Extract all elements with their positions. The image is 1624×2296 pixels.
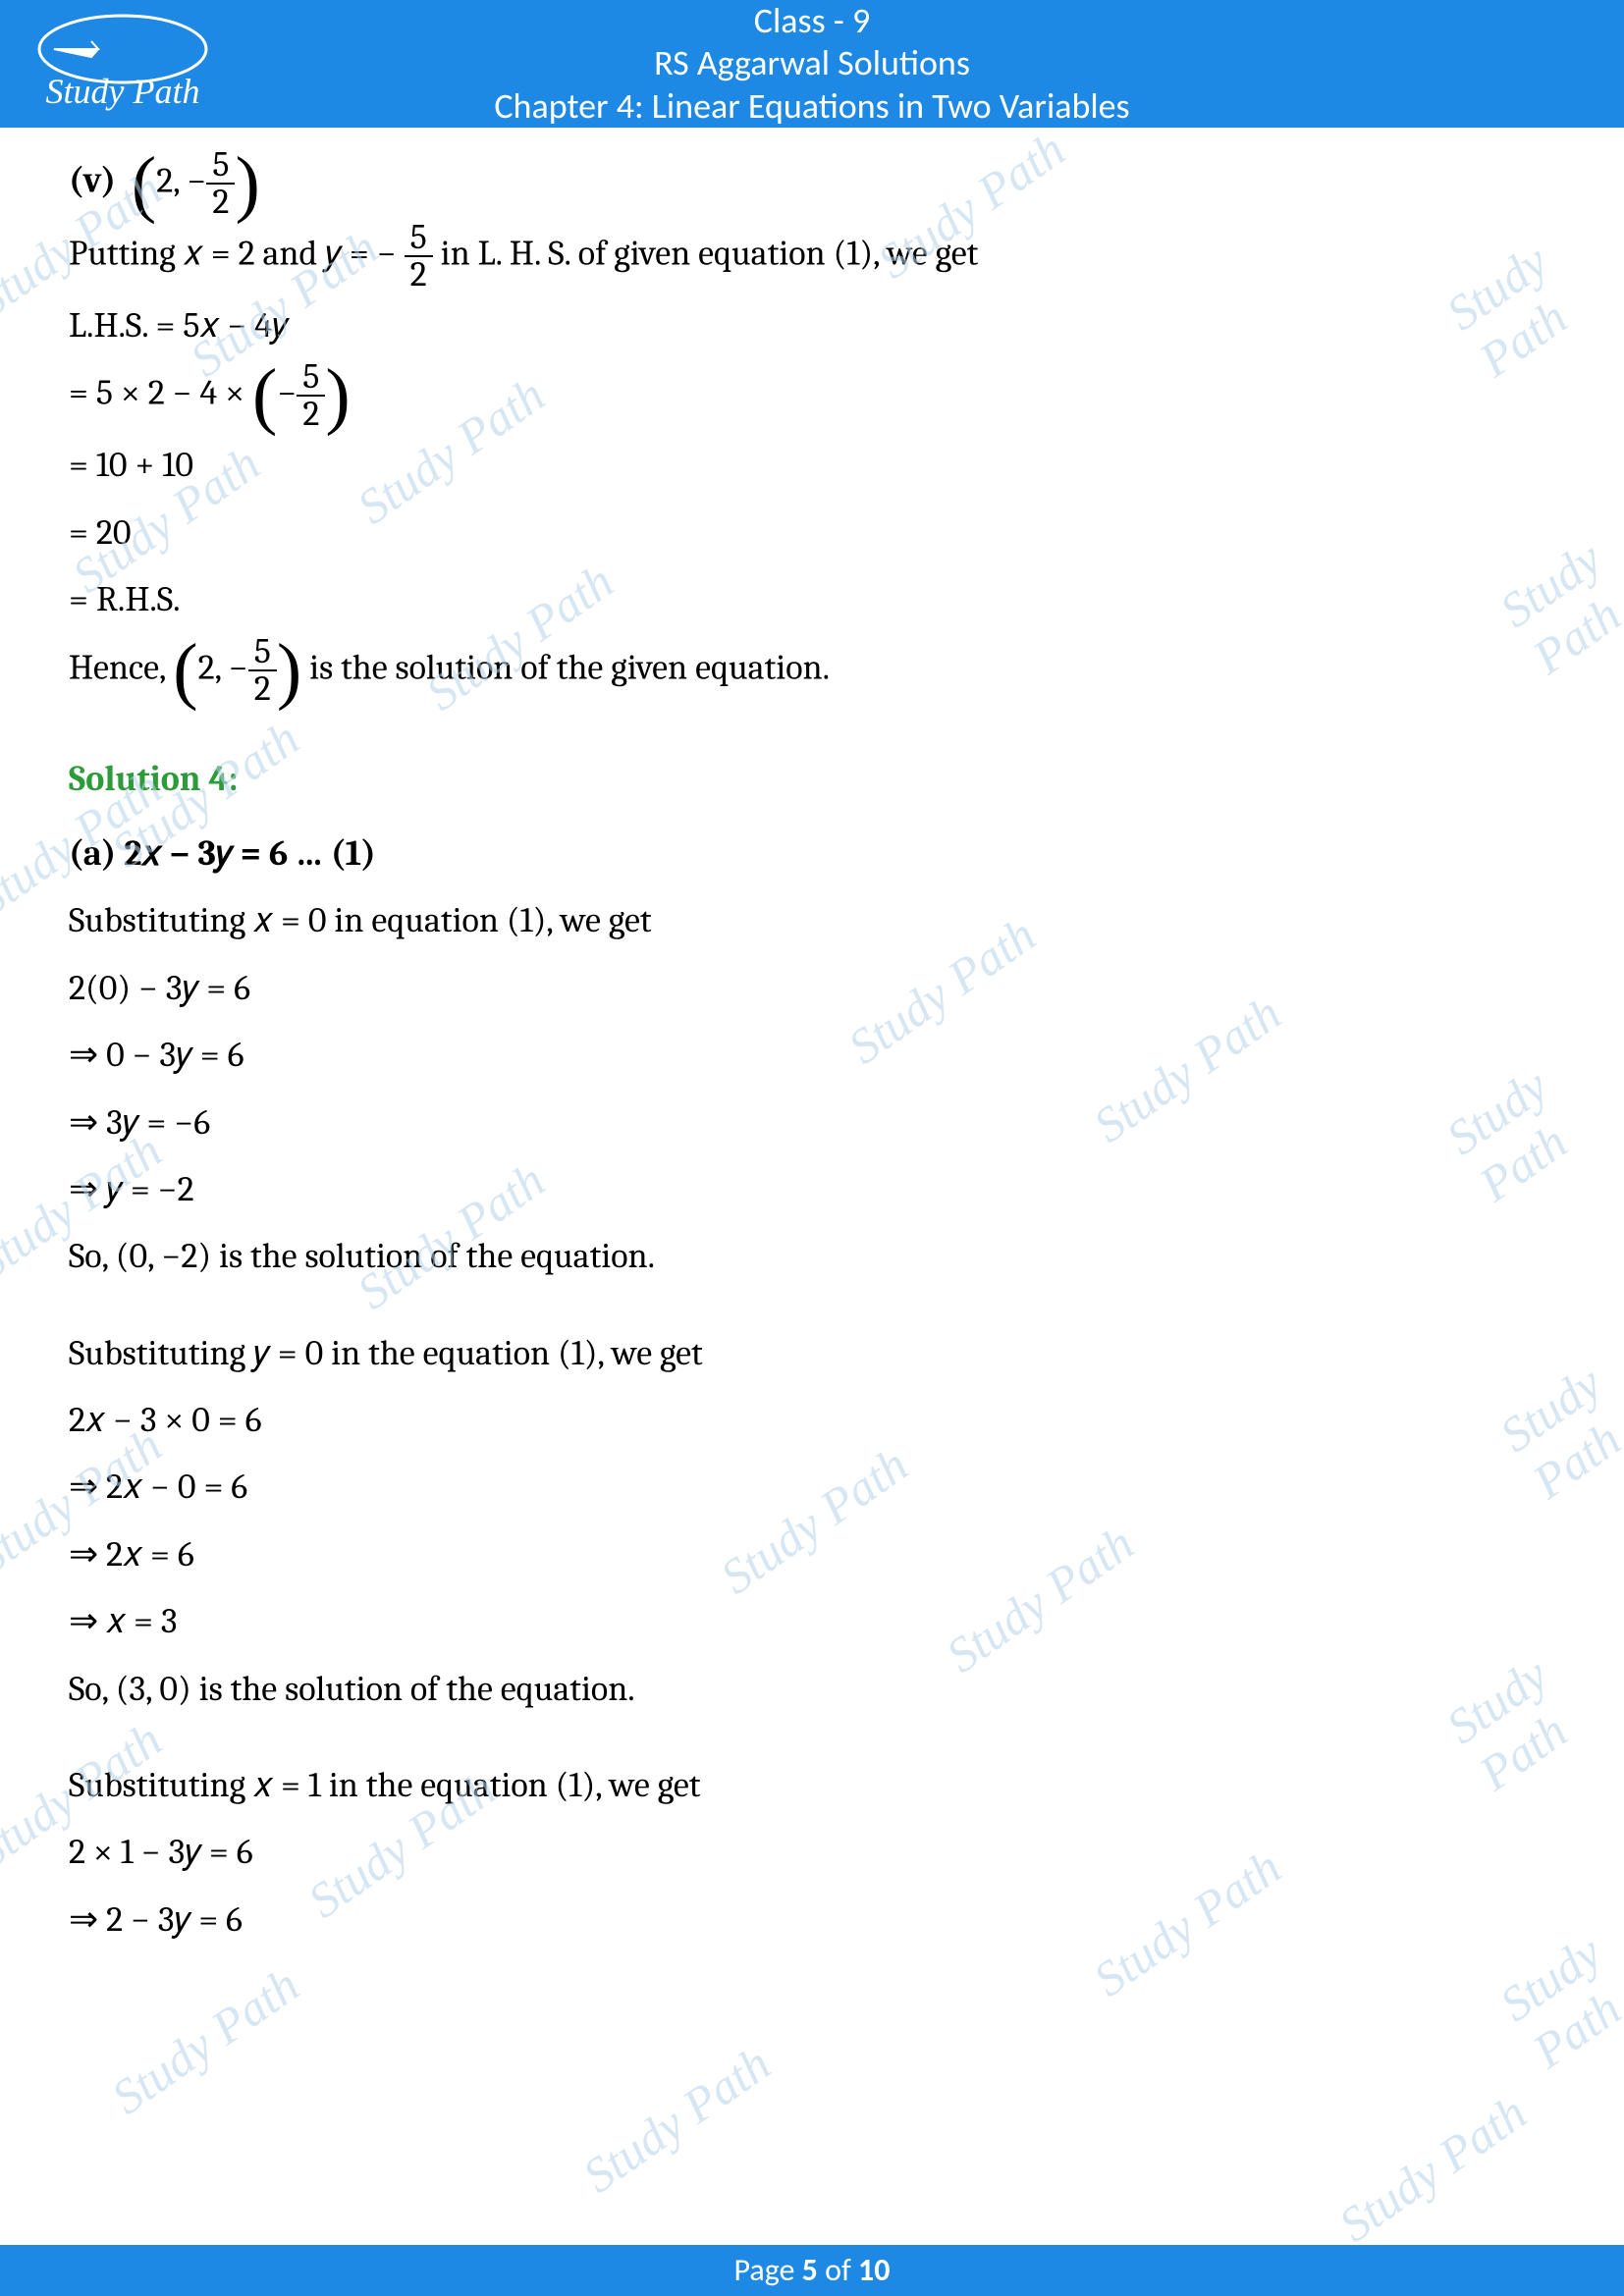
hence-prefix: Hence, <box>69 647 165 687</box>
point-a-2: 2, − <box>198 647 248 687</box>
s4a-sub3: Substituting 𝑥 = 1 in the equation (1), … <box>69 1752 1555 1819</box>
header-line-2: RS Aggarwal Solutions <box>0 42 1624 84</box>
item-v-label: (v) <box>69 160 116 200</box>
s4a-sub2: Substituting 𝑦 = 0 in the equation (1), … <box>69 1320 1555 1387</box>
item-v-point: (v) (2, −52) <box>69 147 1555 220</box>
studypath-logo: Study Path <box>25 10 221 118</box>
s4a-n1: 2 × 1 − 3𝑦 = 6 <box>69 1819 1555 1886</box>
close-paren-2: ) <box>325 354 350 437</box>
step-4: = R.H.S. <box>69 566 1555 633</box>
header-line-1: Class - 9 <box>0 0 1624 42</box>
s4a-l3: ⇒ 3𝑦 = −6 <box>69 1090 1555 1156</box>
step-1: = 5 × 2 − 4 × (−52) <box>69 359 1555 432</box>
step-2: = 10 + 10 <box>69 432 1555 499</box>
watermark: Study Path <box>101 1956 309 2126</box>
s4a-so1: So, (0, −2) is the solution of the equat… <box>69 1223 1555 1290</box>
open-paren-2: ( <box>252 354 277 437</box>
s4a-l1: 2(0) − 3𝑦 = 6 <box>69 955 1555 1022</box>
s4a-m3: ⇒ 2𝑥 = 6 <box>69 1522 1555 1588</box>
page-content: (v) (2, −52) Putting 𝑥 = 2 and 𝑦 = − 52 … <box>0 128 1624 1953</box>
footer-middle: of <box>818 2251 858 2289</box>
putting-prefix: Putting 𝑥 = 2 and 𝑦 = − <box>69 233 397 273</box>
close-paren: ) <box>235 142 259 225</box>
header-line-3: Chapter 4: Linear Equations in Two Varia… <box>0 85 1624 128</box>
open-paren-3: ( <box>173 629 197 712</box>
s4a-n2: ⇒ 2 − 3𝑦 = 6 <box>69 1887 1555 1953</box>
svg-text:Study Path: Study Path <box>46 72 200 111</box>
fraction-5-2: 52 <box>206 147 235 220</box>
putting-suffix: in L. H. S. of given equation (1), we ge… <box>441 233 979 273</box>
fraction-5-2-c: 52 <box>297 359 325 432</box>
page-header: Study Path Class - 9 RS Aggarwal Solutio… <box>0 0 1624 128</box>
putting-line: Putting 𝑥 = 2 and 𝑦 = − 52 in L. H. S. o… <box>69 220 1555 293</box>
hence-suffix: is the solution of the given equation. <box>309 647 830 687</box>
close-paren-3: ) <box>277 629 301 712</box>
page-footer: Page 5 of 10 <box>0 2245 1624 2296</box>
lhs-line: L.H.S. = 5𝑥 − 4𝑦 <box>69 293 1555 359</box>
s4a-m2: ⇒ 2𝑥 − 0 = 6 <box>69 1454 1555 1521</box>
open-paren: ( <box>132 142 156 225</box>
fraction-5-2-d: 52 <box>248 634 277 707</box>
watermark: Study Path <box>1328 2084 1537 2254</box>
hence-line: Hence, (2, −52) is the solution of the g… <box>69 634 1555 707</box>
step-3: = 20 <box>69 500 1555 566</box>
footer-prefix: Page <box>734 2251 802 2289</box>
footer-page-num: 5 <box>802 2251 818 2289</box>
step1-prefix: = 5 × 2 − 4 × <box>69 373 244 413</box>
point-a: 2, − <box>156 160 206 200</box>
header-title-block: Class - 9 RS Aggarwal Solutions Chapter … <box>0 0 1624 128</box>
s4a-m1: 2𝑥 − 3 × 0 = 6 <box>69 1387 1555 1454</box>
fraction-5-2-b: 52 <box>405 220 433 293</box>
solution-4-heading: Solution 4: <box>69 746 1555 813</box>
s4a-m4: ⇒ 𝑥 = 3 <box>69 1588 1555 1655</box>
footer-total: 10 <box>858 2251 890 2289</box>
neg-sign: − <box>277 373 297 413</box>
watermark: Study Path <box>572 2035 781 2205</box>
s4a-label: (a) 2𝑥 − 3𝑦 = 6 … (1) <box>69 821 1555 887</box>
s4a-l4: ⇒ 𝑦 = −2 <box>69 1156 1555 1223</box>
s4a-so2: So, (3, 0) is the solution of the equati… <box>69 1656 1555 1723</box>
s4a-l2: ⇒ 0 − 3𝑦 = 6 <box>69 1022 1555 1089</box>
s4a-sub1: Substituting 𝑥 = 0 in equation (1), we g… <box>69 887 1555 954</box>
